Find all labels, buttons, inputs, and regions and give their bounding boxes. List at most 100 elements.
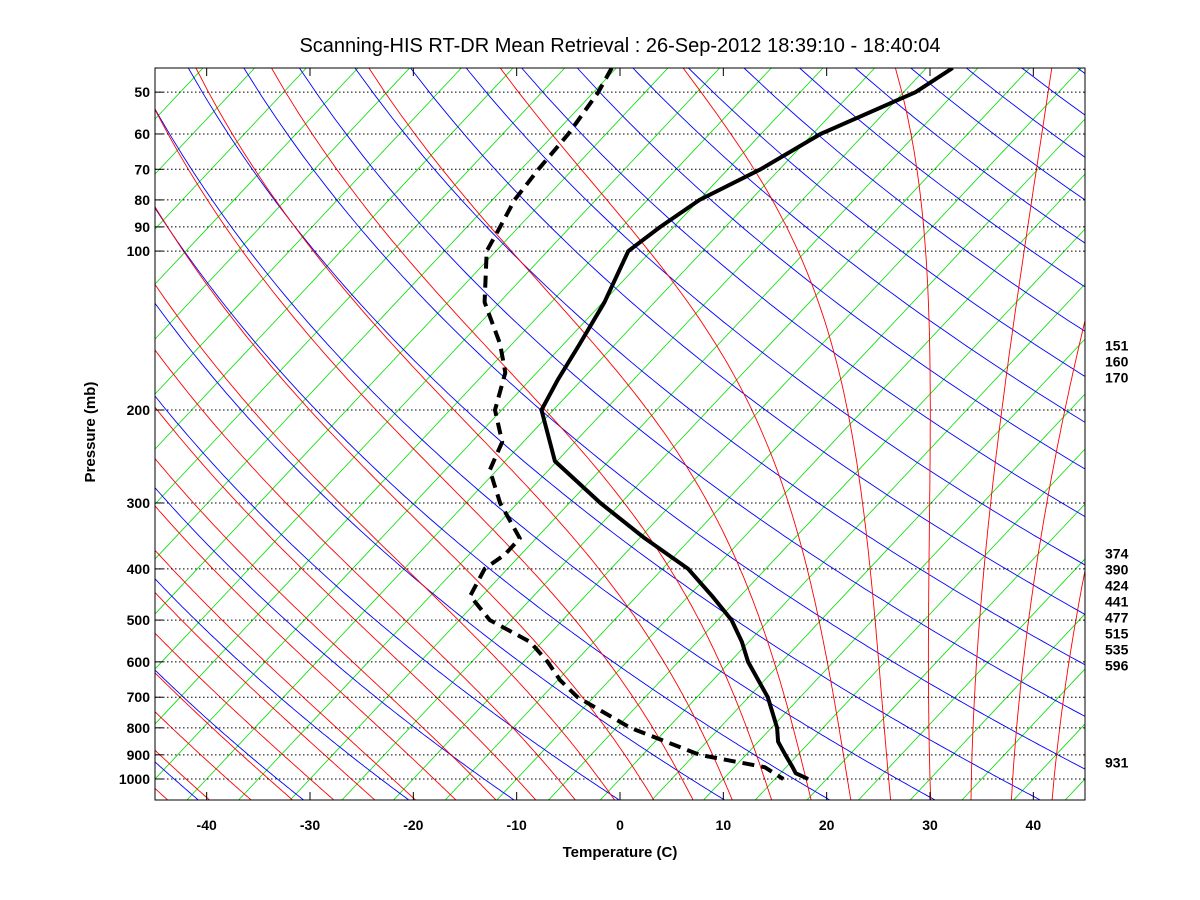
x-tick-label: -30 bbox=[300, 817, 320, 833]
y-tick-label: 70 bbox=[134, 161, 150, 177]
isotherm-line bbox=[186, 68, 875, 800]
right-level-label: 160 bbox=[1105, 354, 1129, 370]
chart-title: Scanning-HIS RT-DR Mean Retrieval : 26-S… bbox=[299, 35, 940, 57]
isotherm-line bbox=[858, 558, 1085, 800]
isotherm-line bbox=[909, 613, 1085, 800]
axis-ticks: 5060708090100200300400500600700800900100… bbox=[119, 68, 1041, 833]
moist-adiabat-line bbox=[155, 749, 211, 800]
moist-adiabat-line bbox=[271, 68, 773, 800]
isotherm-line bbox=[155, 68, 410, 340]
isotherm-line bbox=[155, 68, 462, 395]
isotherm-line bbox=[155, 68, 565, 505]
isotherm-line bbox=[548, 228, 1085, 800]
dry-adiabat-line bbox=[410, 68, 1085, 615]
moist-adiabat-line bbox=[368, 68, 812, 800]
right-level-label: 596 bbox=[1105, 658, 1129, 674]
moist-adiabat-line bbox=[499, 68, 852, 800]
moist-adiabat-line bbox=[1011, 318, 1085, 800]
plot-background bbox=[155, 68, 1085, 800]
y-tick-label: 50 bbox=[134, 84, 150, 100]
isotherm-line bbox=[289, 68, 979, 800]
isotherm-line bbox=[599, 283, 1085, 800]
right-level-label: 515 bbox=[1105, 626, 1129, 642]
right-level-label: 477 bbox=[1105, 610, 1129, 626]
y-tick-label: 500 bbox=[127, 612, 151, 628]
x-tick-label: -20 bbox=[403, 817, 423, 833]
background-lines bbox=[0, 68, 1200, 801]
right-level-label: 441 bbox=[1105, 594, 1129, 610]
y-tick-label: 200 bbox=[127, 402, 151, 418]
isotherm-line bbox=[155, 68, 514, 450]
dry-adiabat-line bbox=[354, 68, 1085, 666]
dry-adiabat-line bbox=[155, 486, 515, 800]
isotherm-line bbox=[393, 68, 1082, 800]
y-tick-label: 800 bbox=[127, 720, 151, 736]
y-tick-label: 900 bbox=[127, 747, 151, 763]
moist-adiabat-line bbox=[155, 632, 335, 800]
x-tick-label: 10 bbox=[716, 817, 732, 833]
right-level-label: 390 bbox=[1105, 562, 1129, 578]
dry-adiabat-line bbox=[465, 68, 1085, 566]
dry-adiabat-line bbox=[155, 578, 410, 800]
moist-adiabat-line bbox=[1051, 568, 1085, 800]
temperature-profile-line bbox=[539, 68, 954, 781]
profiles bbox=[468, 68, 954, 781]
moist-adiabat-line bbox=[0, 68, 1, 801]
moist-adiabat-line bbox=[0, 68, 85, 801]
dry-adiabat-line bbox=[1133, 68, 1200, 800]
dry-adiabat-line bbox=[576, 68, 1085, 470]
y-tick-label: 400 bbox=[127, 561, 151, 577]
right-level-label: 535 bbox=[1105, 642, 1129, 658]
pressure-gridlines bbox=[155, 91, 1085, 780]
x-tick-label: 40 bbox=[1026, 817, 1042, 833]
dry-adiabat-line bbox=[1077, 68, 1085, 75]
dry-adiabat-line bbox=[1189, 68, 1200, 800]
isotherm-line bbox=[155, 68, 772, 725]
dry-adiabat-line bbox=[155, 669, 304, 800]
dry-adiabat-line bbox=[155, 302, 725, 800]
right-level-label: 151 bbox=[1105, 338, 1129, 354]
dry-adiabat-line bbox=[155, 207, 831, 800]
moist-adiabat-line bbox=[155, 711, 252, 800]
isotherm-line bbox=[155, 68, 824, 780]
moist-adiabat-line bbox=[155, 349, 576, 800]
isotherm-line bbox=[754, 448, 1085, 800]
isotherm-line bbox=[155, 68, 307, 230]
dry-adiabat-line bbox=[521, 68, 1085, 518]
y-tick-label: 80 bbox=[134, 192, 150, 208]
moist-adiabat-line bbox=[155, 591, 376, 800]
isotherm-line bbox=[155, 68, 669, 615]
isotherm-line bbox=[651, 338, 1085, 800]
moist-adiabat-line bbox=[155, 549, 417, 800]
moist-adiabat-line bbox=[155, 406, 537, 800]
dry-adiabat-line bbox=[155, 108, 936, 800]
moist-adiabat-line bbox=[155, 457, 497, 800]
moist-adiabat-line bbox=[970, 68, 1053, 800]
right-level-label: 374 bbox=[1105, 546, 1129, 562]
isotherm-line bbox=[961, 668, 1085, 800]
moist-adiabat-line bbox=[155, 283, 616, 800]
isotherm-line bbox=[155, 68, 720, 670]
isotherm-line bbox=[238, 68, 927, 800]
x-tick-label: 30 bbox=[922, 817, 938, 833]
isotherm-line bbox=[341, 68, 1030, 800]
moist-adiabat-line bbox=[1093, 68, 1200, 801]
moist-adiabat-line bbox=[155, 672, 294, 800]
moist-adiabat-line bbox=[155, 108, 694, 800]
right-level-label: 931 bbox=[1105, 755, 1129, 771]
moist-adiabat-line bbox=[155, 205, 655, 800]
moist-adiabat-line bbox=[0, 68, 43, 801]
y-tick-label: 600 bbox=[127, 654, 151, 670]
x-tick-label: 20 bbox=[819, 817, 835, 833]
x-tick-label: 0 bbox=[616, 817, 624, 833]
dry-adiabat-line bbox=[299, 68, 1085, 717]
isotherm-line bbox=[155, 68, 359, 285]
moist-adiabat-line bbox=[195, 68, 733, 800]
y-tick-label: 700 bbox=[127, 689, 151, 705]
y-tick-label: 1000 bbox=[119, 771, 150, 787]
y-axis-label: Pressure (mb) bbox=[82, 382, 99, 483]
right-level-label: 424 bbox=[1105, 578, 1129, 594]
x-axis-label: Temperature (C) bbox=[563, 844, 678, 861]
